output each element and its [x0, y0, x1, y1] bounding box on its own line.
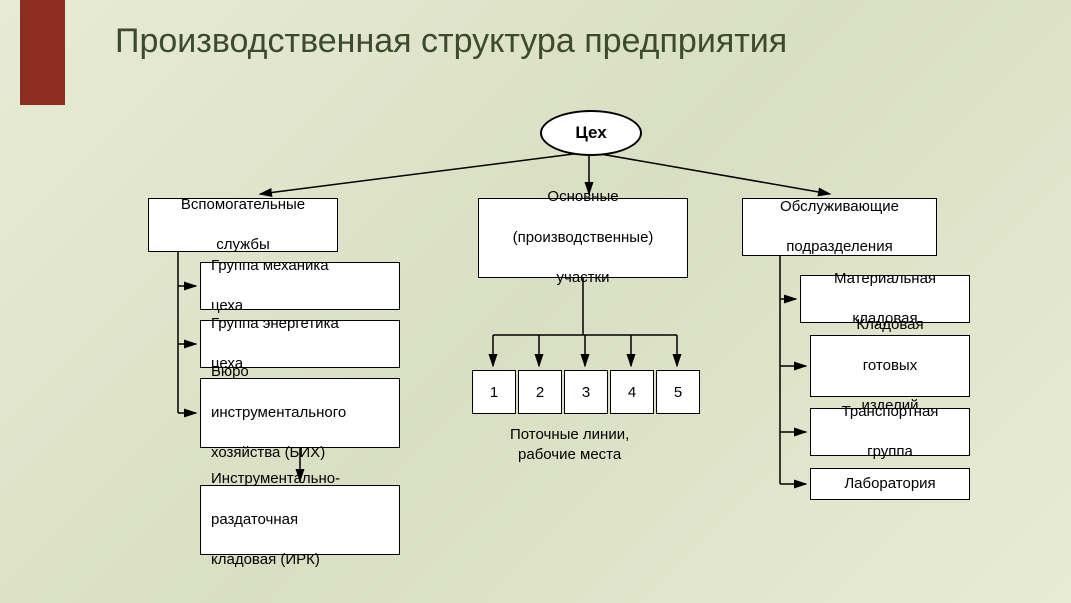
left-item-0: Группа механикацеха	[200, 262, 400, 310]
right-item-2: Транспортнаягруппа	[810, 408, 970, 456]
accent-bar	[20, 0, 65, 105]
diagram-container: Цех Вспомогательныеслужбы Группа механик…	[130, 80, 970, 590]
num-box-1: 2	[518, 370, 562, 414]
left-item-1: Группа энергетикацеха	[200, 320, 400, 368]
num-box-2: 3	[564, 370, 608, 414]
root-node: Цех	[540, 110, 642, 156]
left-item-2: Бюроинструментальногохозяйства (БИХ)	[200, 378, 400, 448]
page-title: Производственная структура предприятия	[115, 22, 787, 61]
center-caption: Поточные линии,рабочие места	[510, 425, 629, 466]
right-item-3: Лаборатория	[810, 468, 970, 500]
right-item-1: Кладоваяготовыхизделий	[810, 335, 970, 397]
num-box-0: 1	[472, 370, 516, 414]
center-header: Основные(производственные)участки	[478, 198, 688, 278]
num-box-3: 4	[610, 370, 654, 414]
left-header: Вспомогательныеслужбы	[148, 198, 338, 252]
left-item-3: Инструментально-раздаточнаякладовая (ИРК…	[200, 485, 400, 555]
num-box-4: 5	[656, 370, 700, 414]
right-header: Обслуживающиеподразделения	[742, 198, 937, 256]
